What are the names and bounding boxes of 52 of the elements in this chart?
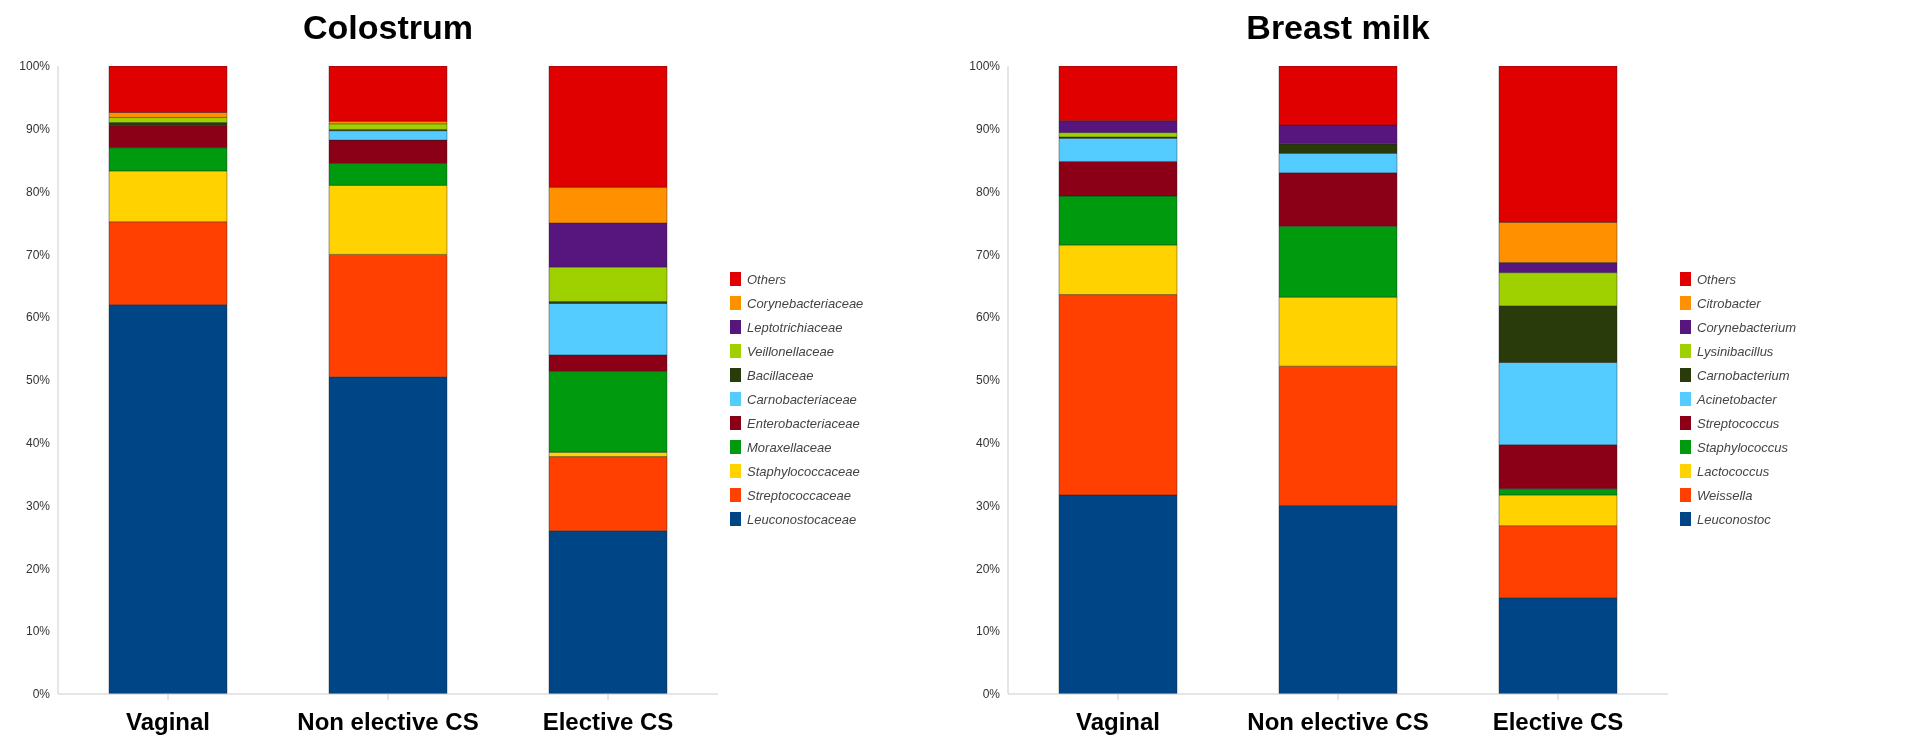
legend-label: Staphylococcus xyxy=(1697,439,1789,455)
legend-label: Leuconostocaceae xyxy=(747,511,857,527)
legend-label: Weissella xyxy=(1697,487,1753,503)
legend-label: Lysinibacillus xyxy=(1697,343,1774,359)
legend-label: Leuconostoc xyxy=(1697,511,1771,527)
x-tick-label: Elective CS xyxy=(542,708,674,735)
y-tick-label: 0% xyxy=(982,687,1001,702)
legend-label: Acinetobacter xyxy=(1697,391,1777,407)
y-tick-label: 80% xyxy=(25,184,51,199)
y-tick-label: 10% xyxy=(975,624,1001,639)
legend-label: Veillonellaceae xyxy=(747,343,834,359)
y-tick-label: 60% xyxy=(975,310,1001,325)
legend-label: Carnobacteriaceae xyxy=(747,391,857,407)
x-tick-label: Vaginal xyxy=(125,708,211,735)
x-tick-label: Non elective CS xyxy=(1247,708,1429,735)
x-tick-label: Elective CS xyxy=(1492,708,1624,735)
legend-label: Moraxellaceae xyxy=(747,439,832,455)
y-tick-label: 80% xyxy=(975,184,1001,199)
y-tick-label: 50% xyxy=(975,373,1001,388)
y-tick-label: 70% xyxy=(975,247,1001,262)
chart-title: Colostrum xyxy=(302,8,474,48)
legend-label: Staphylococcaceae xyxy=(747,463,860,479)
y-tick-label: 70% xyxy=(25,247,51,262)
y-tick-label: 20% xyxy=(975,561,1001,576)
x-tick-label: Vaginal xyxy=(1075,708,1161,735)
y-tick-label: 30% xyxy=(975,498,1001,513)
legend-label: Bacillaceae xyxy=(747,367,814,383)
y-tick-label: 100% xyxy=(969,59,1001,74)
legend-label: Others xyxy=(1697,271,1737,287)
x-tick-label: Non elective CS xyxy=(297,708,479,735)
legend-label: Streptococcaceae xyxy=(747,487,852,503)
chart-title: Breast milk xyxy=(1245,8,1431,48)
legend-label: Leptotrichiaceae xyxy=(747,319,843,335)
y-tick-label: 40% xyxy=(975,436,1001,451)
y-tick-label: 0% xyxy=(32,687,51,702)
y-tick-label: 100% xyxy=(19,59,51,74)
y-tick-label: 90% xyxy=(975,122,1001,137)
y-tick-label: 40% xyxy=(25,436,51,451)
legend-label: Corynebacteriaceae xyxy=(747,295,864,311)
legend-label: Lactococcus xyxy=(1697,463,1770,479)
y-tick-label: 20% xyxy=(25,561,51,576)
legend-label: Streptococcus xyxy=(1697,415,1780,431)
legend-label: Citrobacter xyxy=(1697,295,1761,311)
y-tick-label: 60% xyxy=(25,310,51,325)
y-tick-label: 10% xyxy=(25,624,51,639)
y-tick-label: 30% xyxy=(25,498,51,513)
legend-label: Enterobacteriaceae xyxy=(747,415,860,431)
y-tick-label: 50% xyxy=(25,373,51,388)
legend-label: Others xyxy=(747,271,787,287)
legend-label: Carnobacterium xyxy=(1697,367,1790,383)
legend-label: Corynebacterium xyxy=(1697,319,1796,335)
y-tick-label: 90% xyxy=(25,122,51,137)
